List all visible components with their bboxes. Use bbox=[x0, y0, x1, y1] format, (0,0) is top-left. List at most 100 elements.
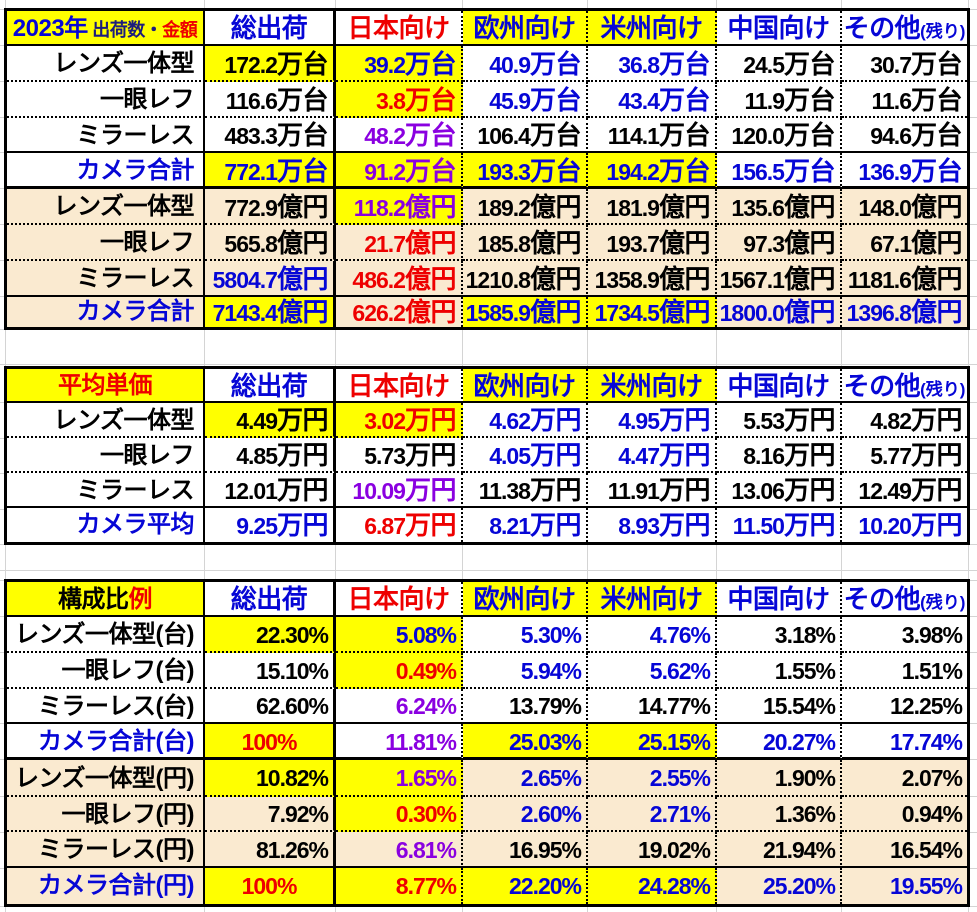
data-cell[interactable]: 5.94% bbox=[463, 653, 588, 689]
data-cell[interactable]: 1358.9億円 bbox=[588, 261, 717, 297]
data-cell[interactable]: 626.2億円 bbox=[336, 297, 463, 327]
data-cell[interactable]: 1.51% bbox=[842, 653, 967, 689]
data-cell[interactable]: 25.20% bbox=[717, 868, 842, 904]
data-cell[interactable]: 5.77万円 bbox=[842, 438, 967, 473]
data-cell[interactable]: 2.71% bbox=[588, 797, 717, 832]
data-cell[interactable]: 22.30% bbox=[205, 617, 336, 653]
table-title-cell[interactable]: 構成比例 bbox=[7, 582, 205, 617]
data-cell[interactable]: 22.20% bbox=[463, 868, 588, 904]
data-cell[interactable]: 10.82% bbox=[205, 760, 336, 797]
data-cell[interactable]: 8.93万円 bbox=[588, 508, 717, 542]
data-cell[interactable]: 91.2万台 bbox=[336, 153, 463, 189]
data-cell[interactable]: 172.2万台 bbox=[205, 46, 336, 82]
data-cell[interactable]: 116.6万台 bbox=[205, 82, 336, 118]
data-cell[interactable]: 39.2万台 bbox=[336, 46, 463, 82]
data-cell[interactable]: 19.55% bbox=[842, 868, 967, 904]
data-cell[interactable]: 11.38万円 bbox=[463, 473, 588, 508]
data-cell[interactable]: 1.65% bbox=[336, 760, 463, 797]
data-cell[interactable]: 3.18% bbox=[717, 617, 842, 653]
row-header[interactable]: レンズ一体型(円) bbox=[7, 760, 205, 797]
column-header[interactable]: 中国向け bbox=[717, 582, 842, 617]
row-header[interactable]: カメラ合計 bbox=[7, 153, 205, 189]
data-cell[interactable]: 5.53万円 bbox=[717, 403, 842, 438]
data-cell[interactable]: 8.16万円 bbox=[717, 438, 842, 473]
data-cell[interactable]: 43.4万台 bbox=[588, 82, 717, 118]
data-cell[interactable]: 114.1万台 bbox=[588, 118, 717, 153]
data-cell[interactable]: 189.2億円 bbox=[463, 189, 588, 225]
data-cell[interactable]: 106.4万台 bbox=[463, 118, 588, 153]
data-cell[interactable]: 193.7億円 bbox=[588, 225, 717, 261]
column-header[interactable]: 総出荷 bbox=[205, 11, 336, 46]
data-cell[interactable]: 565.8億円 bbox=[205, 225, 336, 261]
column-header[interactable]: 米州向け bbox=[588, 582, 717, 617]
data-cell[interactable]: 11.91万円 bbox=[588, 473, 717, 508]
data-cell[interactable]: 156.5万台 bbox=[717, 153, 842, 189]
row-header[interactable]: レンズ一体型 bbox=[7, 403, 205, 438]
data-cell[interactable]: 19.02% bbox=[588, 832, 717, 868]
data-cell[interactable]: 97.3億円 bbox=[717, 225, 842, 261]
data-cell[interactable]: 4.85万円 bbox=[205, 438, 336, 473]
data-cell[interactable]: 1800.0億円 bbox=[717, 297, 842, 327]
data-cell[interactable]: 48.2万台 bbox=[336, 118, 463, 153]
row-header[interactable]: 一眼レフ bbox=[7, 82, 205, 118]
data-cell[interactable]: 11.6万台 bbox=[842, 82, 967, 118]
column-header[interactable]: 米州向け bbox=[588, 11, 717, 46]
data-cell[interactable]: 12.49万円 bbox=[842, 473, 967, 508]
row-header[interactable]: 一眼レフ bbox=[7, 438, 205, 473]
data-cell[interactable]: 3.8万台 bbox=[336, 82, 463, 118]
column-header[interactable]: 米州向け bbox=[588, 369, 717, 403]
data-cell[interactable]: 15.54% bbox=[717, 689, 842, 724]
row-header[interactable]: ミラーレス(円) bbox=[7, 832, 205, 868]
data-cell[interactable]: 8.77% bbox=[336, 868, 463, 904]
data-cell[interactable]: 8.21万円 bbox=[463, 508, 588, 542]
data-cell[interactable]: 20.27% bbox=[717, 724, 842, 760]
data-cell[interactable]: 36.8万台 bbox=[588, 46, 717, 82]
data-cell[interactable]: 0.94% bbox=[842, 797, 967, 832]
row-header[interactable]: レンズ一体型(台) bbox=[7, 617, 205, 653]
row-header[interactable]: 一眼レフ bbox=[7, 225, 205, 261]
data-cell[interactable]: 120.0万台 bbox=[717, 118, 842, 153]
data-cell[interactable]: 14.77% bbox=[588, 689, 717, 724]
data-cell[interactable]: 5.62% bbox=[588, 653, 717, 689]
column-header[interactable]: 日本向け bbox=[336, 11, 463, 46]
column-header[interactable]: 欧州向け bbox=[463, 369, 588, 403]
column-header[interactable]: 日本向け bbox=[336, 582, 463, 617]
table-title-cell[interactable]: 2023年 出荷数・金額 bbox=[7, 11, 205, 46]
data-cell[interactable]: 5.73万円 bbox=[336, 438, 463, 473]
data-cell[interactable]: 40.9万台 bbox=[463, 46, 588, 82]
data-cell[interactable]: 11.50万円 bbox=[717, 508, 842, 542]
data-cell[interactable]: 0.49% bbox=[336, 653, 463, 689]
data-cell[interactable]: 5.30% bbox=[463, 617, 588, 653]
data-cell[interactable]: 12.25% bbox=[842, 689, 967, 724]
data-cell[interactable]: 100% bbox=[205, 868, 336, 904]
row-header[interactable]: 一眼レフ(円) bbox=[7, 797, 205, 832]
column-header[interactable]: 欧州向け bbox=[463, 11, 588, 46]
data-cell[interactable]: 1734.5億円 bbox=[588, 297, 717, 327]
data-cell[interactable]: 1.36% bbox=[717, 797, 842, 832]
data-cell[interactable]: 4.95万円 bbox=[588, 403, 717, 438]
data-cell[interactable]: 483.3万台 bbox=[205, 118, 336, 153]
data-cell[interactable]: 2.65% bbox=[463, 760, 588, 797]
data-cell[interactable]: 4.49万円 bbox=[205, 403, 336, 438]
data-cell[interactable]: 136.9万台 bbox=[842, 153, 967, 189]
data-cell[interactable]: 5.08% bbox=[336, 617, 463, 653]
row-header[interactable]: 一眼レフ(台) bbox=[7, 653, 205, 689]
column-header[interactable]: 中国向け bbox=[717, 11, 842, 46]
data-cell[interactable]: 2.07% bbox=[842, 760, 967, 797]
data-cell[interactable]: 194.2万台 bbox=[588, 153, 717, 189]
data-cell[interactable]: 13.06万円 bbox=[717, 473, 842, 508]
column-header[interactable]: 総出荷 bbox=[205, 582, 336, 617]
column-header[interactable]: 総出荷 bbox=[205, 369, 336, 403]
data-cell[interactable]: 6.81% bbox=[336, 832, 463, 868]
data-cell[interactable]: 1567.1億円 bbox=[717, 261, 842, 297]
data-cell[interactable]: 45.9万台 bbox=[463, 82, 588, 118]
data-cell[interactable]: 3.98% bbox=[842, 617, 967, 653]
row-header[interactable]: ミラーレス bbox=[7, 118, 205, 153]
data-cell[interactable]: 1181.6億円 bbox=[842, 261, 967, 297]
data-cell[interactable]: 0.30% bbox=[336, 797, 463, 832]
data-cell[interactable]: 4.76% bbox=[588, 617, 717, 653]
data-cell[interactable]: 4.62万円 bbox=[463, 403, 588, 438]
data-cell[interactable]: 193.3万台 bbox=[463, 153, 588, 189]
data-cell[interactable]: 21.94% bbox=[717, 832, 842, 868]
table-title-cell[interactable]: 平均単価 bbox=[7, 369, 205, 403]
